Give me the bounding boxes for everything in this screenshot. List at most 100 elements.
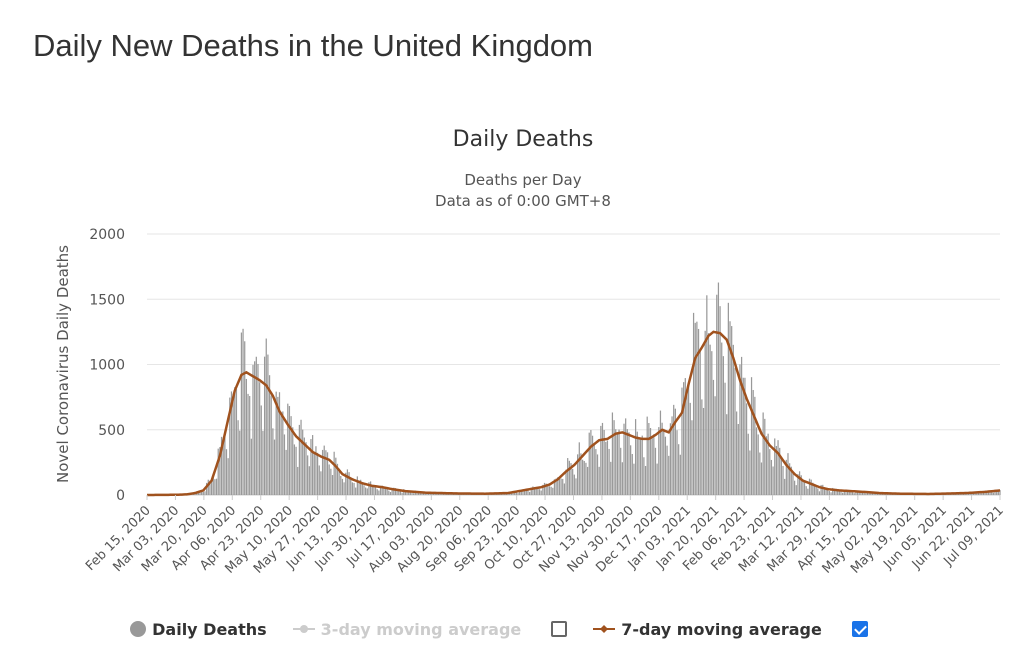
daily-death-bar (818, 491, 821, 495)
daily-death-bar (835, 488, 837, 495)
daily-death-bar (646, 416, 648, 495)
daily-death-bar (628, 432, 630, 495)
daily-death-bar (792, 473, 794, 495)
legend-label-daily-deaths: Daily Deaths (152, 619, 267, 639)
daily-death-bar (361, 482, 363, 495)
daily-death-bar (393, 487, 395, 495)
daily-death-bar (338, 468, 340, 495)
daily-death-bar (515, 492, 517, 495)
daily-death-bar (585, 462, 587, 495)
daily-death-bar (593, 443, 595, 495)
daily-death-bar (979, 492, 981, 495)
daily-death-bar (524, 489, 526, 495)
daily-death-bar (321, 449, 324, 495)
toggle-3-day-average-checkbox[interactable] (551, 621, 568, 637)
daily-death-bar (840, 491, 842, 495)
daily-death-bar (365, 487, 367, 495)
daily-death-bar (976, 492, 978, 495)
daily-death-bar (798, 471, 801, 495)
daily-death-bar (307, 455, 309, 495)
daily-death-bar (268, 375, 271, 495)
daily-death-bar (345, 472, 347, 495)
daily-death-bar (678, 444, 680, 495)
daily-death-bar (807, 488, 809, 495)
daily-death-bar (199, 491, 201, 495)
daily-death-bar (651, 437, 653, 495)
daily-death-bar (537, 487, 539, 495)
daily-death-bar (323, 445, 325, 495)
daily-death-bar (732, 344, 734, 495)
daily-death-bar (520, 490, 522, 495)
daily-death-bar (724, 382, 726, 495)
legend-item-7-day-average[interactable]: 7-day moving average (593, 620, 868, 639)
daily-death-bar (406, 490, 408, 495)
daily-death-bar (363, 485, 365, 495)
daily-death-bar (396, 490, 398, 495)
daily-death-bar (275, 391, 277, 495)
daily-death-bar (409, 491, 411, 495)
daily-death-bar (772, 466, 774, 495)
daily-death-bar (578, 442, 580, 495)
daily-death-bar (611, 412, 614, 495)
daily-death-bar (280, 411, 282, 495)
daily-death-bar (413, 493, 415, 495)
legend-label-3-day-average: 3-day moving average (320, 619, 522, 639)
daily-death-bar (812, 482, 814, 495)
daily-death-bar (731, 326, 733, 495)
daily-death-bar (999, 490, 1001, 495)
daily-death-bar (533, 486, 536, 495)
y-tick-label: 1500 (89, 292, 125, 308)
daily-death-bar (418, 492, 420, 495)
daily-death-bar (674, 408, 676, 495)
daily-death-bar (550, 486, 552, 495)
daily-death-bar (366, 488, 368, 495)
daily-death-bar (557, 477, 559, 495)
daily-death-bar (749, 450, 751, 495)
daily-death-bar (222, 442, 224, 495)
daily-death-bar (706, 295, 708, 495)
daily-death-bar (217, 448, 219, 495)
daily-death-bar (295, 446, 297, 495)
daily-death-bar (803, 482, 806, 495)
daily-death-bar (318, 465, 320, 495)
daily-death-bar (644, 465, 647, 495)
daily-death-bar (712, 379, 715, 495)
daily-death-bar (538, 489, 541, 495)
daily-death-bar (212, 477, 214, 495)
daily-death-bar (391, 487, 393, 495)
daily-death-bar (810, 479, 812, 495)
daily-death-bar (623, 423, 625, 495)
line-marker-icon (593, 625, 616, 633)
daily-death-bar (379, 485, 382, 495)
daily-death-bar (525, 490, 527, 495)
legend-item-3-day-average[interactable]: 3-day moving average (292, 619, 568, 639)
daily-death-bar (411, 492, 413, 495)
legend-label-7-day-average: 7-day moving average (621, 619, 822, 639)
y-tick-label: 500 (98, 423, 125, 439)
daily-death-bar (290, 416, 292, 495)
daily-death-bar (684, 378, 686, 495)
toggle-7-day-average-checkbox[interactable] (851, 621, 868, 637)
daily-death-bar (263, 356, 266, 495)
daily-death-bar (625, 418, 627, 495)
daily-death-bar (606, 440, 609, 495)
daily-death-bar (201, 491, 203, 495)
daily-death-bar (270, 395, 272, 495)
daily-death-bar (570, 463, 572, 495)
daily-death-bar (562, 478, 564, 495)
chart-subtitle-line-2: Data as of 0:00 GMT+8 (435, 192, 611, 210)
daily-death-bar (638, 438, 640, 495)
daily-death-bar (711, 351, 713, 495)
daily-death-bar (671, 416, 673, 495)
daily-death-bar (312, 435, 314, 495)
daily-death-bar (596, 454, 599, 495)
daily-death-bar (767, 433, 769, 495)
daily-death-bar (717, 282, 720, 495)
legend-item-daily-deaths[interactable]: Daily Deaths (130, 620, 267, 639)
daily-death-bar (360, 479, 362, 495)
daily-death-bar (794, 480, 796, 495)
daily-death-bar (719, 306, 721, 495)
daily-death-bar (997, 490, 999, 495)
daily-death-bar (876, 493, 879, 495)
daily-death-bar (800, 475, 802, 495)
